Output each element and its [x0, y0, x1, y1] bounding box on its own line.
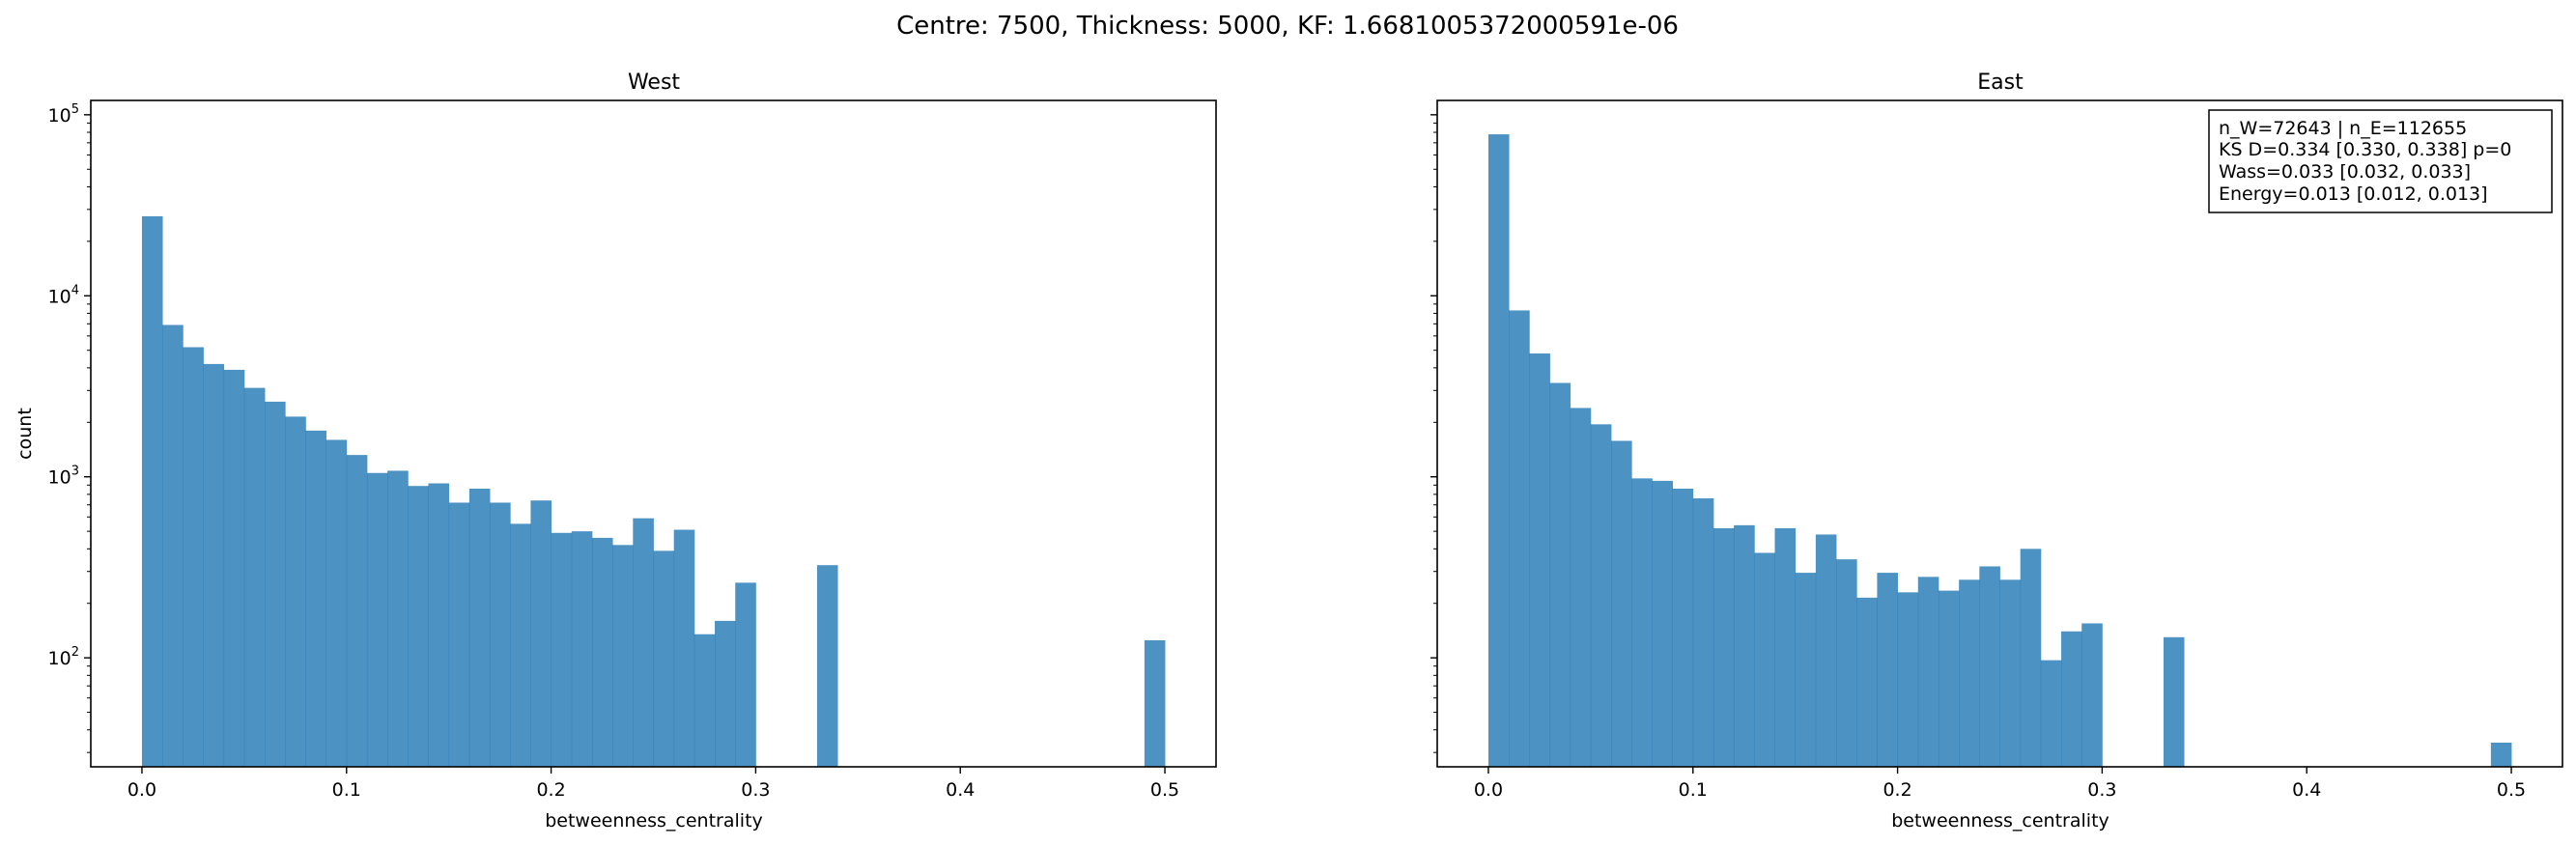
east-histogram-panel: East 0.0 0.1 0.2 0.3 0.4 0.5 betweenness_cent…: [1430, 70, 2563, 832]
east-bar-6: [1611, 440, 1632, 767]
west-bar-21: [571, 531, 593, 767]
east-x-ticks: 0.0 0.1 0.2 0.3 0.4 0.5: [1474, 767, 2526, 801]
west-bar-5: [243, 387, 266, 767]
west-bar-29: [735, 582, 756, 767]
west-x-tick-label-0: 0.0: [127, 779, 156, 801]
west-bar-19: [530, 500, 552, 767]
east-bar-12: [1734, 524, 1755, 767]
stats-line-counts: n_W=72643 | n_E=112655: [2219, 118, 2467, 139]
east-bar-24: [1979, 566, 2000, 767]
east-bar-1: [1509, 310, 1530, 767]
west-bar-9: [326, 439, 348, 767]
west-y-tick-label-1: 103: [48, 465, 79, 489]
east-bar-27: [2040, 660, 2062, 767]
west-x-ticks: 0.0 0.1 0.2 0.3 0.4 0.5: [127, 767, 1179, 801]
east-bar-28: [2061, 631, 2082, 767]
east-bar-2: [1529, 353, 1550, 767]
east-bar-22: [1938, 590, 1960, 767]
east-bar-7: [1631, 478, 1653, 767]
west-bar-22: [591, 537, 613, 767]
stats-annotation-box: n_W=72643 | n_E=112655 KS D=0.334 [0.330…: [2208, 109, 2553, 213]
west-bar-14: [428, 483, 450, 767]
west-bar-28: [715, 620, 736, 767]
west-x-tick-label-4: 0.4: [946, 779, 975, 801]
east-bar-14: [1774, 527, 1797, 767]
west-bar-49: [1144, 639, 1166, 767]
east-bar-9: [1672, 488, 1694, 767]
east-bar-26: [2020, 549, 2042, 767]
east-axes-frame: [1436, 99, 2563, 768]
east-bar-19: [1877, 573, 1898, 767]
west-bars: [141, 215, 1166, 767]
west-bar-8: [305, 430, 326, 767]
east-bar-18: [1856, 597, 1878, 767]
east-bar-16: [1815, 534, 1837, 767]
east-x-tick-label-4: 0.4: [2292, 779, 2321, 801]
west-bar-3: [203, 363, 225, 767]
east-bar-29: [2081, 623, 2103, 767]
west-bar-27: [694, 634, 716, 767]
east-bar-10: [1692, 498, 1714, 767]
east-x-tick-label-2: 0.2: [1882, 779, 1911, 801]
west-bar-25: [653, 550, 675, 767]
west-bar-20: [551, 532, 573, 767]
east-bar-15: [1795, 573, 1817, 767]
stats-line-ks: KS D=0.334 [0.330, 0.338] p=0: [2219, 139, 2511, 160]
east-x-tick-label-1: 0.1: [1679, 779, 1708, 801]
west-x-tick-label-5: 0.5: [1150, 779, 1179, 801]
west-bar-2: [183, 347, 204, 767]
figure-suptitle: Centre: 7500, Thickness: 5000, KF: 1.668…: [896, 12, 1679, 41]
east-bar-23: [1959, 579, 1980, 767]
west-bar-4: [223, 369, 245, 767]
west-bar-7: [285, 416, 306, 767]
west-x-tick-label-2: 0.2: [536, 779, 565, 801]
west-bar-10: [346, 455, 368, 767]
east-bar-8: [1652, 480, 1673, 767]
east-bar-13: [1754, 552, 1775, 767]
east-bar-33: [2163, 636, 2185, 767]
west-bar-24: [633, 518, 654, 767]
east-bar-4: [1570, 408, 1592, 767]
west-bar-26: [673, 529, 695, 767]
east-bar-5: [1590, 424, 1612, 767]
west-bar-6: [265, 401, 286, 767]
stats-line-wasserstein: Wass=0.033 [0.032, 0.033]: [2219, 161, 2471, 183]
west-bar-17: [490, 502, 511, 767]
west-bar-15: [448, 502, 470, 767]
east-bar-17: [1836, 559, 1857, 767]
east-x-tick-label-3: 0.3: [2087, 779, 2116, 801]
east-x-tick-label-5: 0.5: [2497, 779, 2526, 801]
west-bar-18: [510, 523, 531, 767]
west-bar-11: [366, 472, 388, 767]
east-bars: [1487, 134, 2512, 767]
east-bar-25: [1999, 579, 2022, 767]
east-bar-20: [1897, 592, 1919, 767]
west-x-tick-label-1: 0.1: [332, 779, 361, 801]
west-bar-16: [468, 488, 491, 767]
stats-annotation-frame: [2208, 109, 2553, 213]
stats-line-energy: Energy=0.013 [0.012, 0.013]: [2219, 183, 2488, 205]
west-y-axis-label: count: [14, 408, 36, 460]
east-bar-49: [2490, 742, 2512, 767]
west-bar-33: [816, 565, 838, 767]
west-bar-1: [162, 324, 184, 767]
west-bar-12: [387, 470, 409, 767]
west-title: West: [628, 70, 680, 95]
west-bar-13: [408, 486, 429, 767]
east-bar-3: [1549, 382, 1571, 767]
west-bar-23: [612, 545, 634, 767]
west-axes-frame: [90, 99, 1217, 768]
east-bar-0: [1487, 134, 1510, 767]
west-x-tick-label-3: 0.3: [741, 779, 770, 801]
east-bar-11: [1713, 527, 1735, 767]
east-x-tick-label-0: 0.0: [1474, 779, 1503, 801]
east-title: East: [1977, 70, 2024, 95]
west-bar-0: [141, 215, 163, 767]
east-x-axis-label: betweenness_centrality: [1891, 810, 2109, 832]
east-bar-21: [1917, 577, 1939, 767]
west-x-axis-label: betweenness_centrality: [545, 810, 763, 832]
